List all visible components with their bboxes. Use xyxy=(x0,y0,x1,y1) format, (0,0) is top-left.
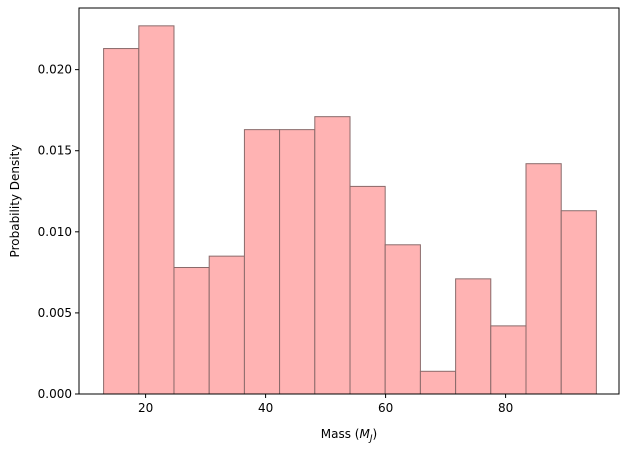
histogram-bar-4 xyxy=(208,255,245,395)
y-tick-label-0.020: 0.020 xyxy=(38,63,72,77)
x-tick-label-40: 40 xyxy=(258,401,273,415)
x-axis-ticks: 20 40 60 80 xyxy=(138,394,513,415)
y-axis-ticks: 0.000 0.005 0.010 0.015 0.020 xyxy=(38,63,79,401)
histogram-bar-14 xyxy=(560,210,597,395)
x-axis-label-main: Mass ( xyxy=(321,427,360,441)
x-tick-label-80: 80 xyxy=(498,401,513,415)
plot-frame xyxy=(78,7,620,395)
x-axis-label-unit: M xyxy=(360,427,371,441)
histogram-bar-13 xyxy=(525,163,562,395)
histogram-bar-9 xyxy=(384,244,421,395)
x-tick-label-20: 20 xyxy=(138,401,153,415)
histogram-bar-1 xyxy=(103,48,140,395)
x-tick-label-60: 60 xyxy=(378,401,393,415)
histogram-bar-7 xyxy=(314,116,351,395)
histogram-bar-2 xyxy=(138,25,175,395)
histogram-bar-11 xyxy=(455,278,492,395)
x-axis-label-unit-sub: J xyxy=(368,434,373,444)
bars-layer xyxy=(103,25,597,395)
histogram-bar-10 xyxy=(419,370,457,395)
x-axis-label: Mass (MJ) xyxy=(321,427,377,444)
histogram-bar-12 xyxy=(490,325,527,395)
y-tick-label-0.015: 0.015 xyxy=(38,144,72,158)
histogram-bar-6 xyxy=(279,129,316,395)
histogram-bar-5 xyxy=(243,129,281,395)
y-tick-label-0.005: 0.005 xyxy=(38,306,72,320)
histogram-bar-8 xyxy=(349,185,386,395)
y-tick-label-0.000: 0.000 xyxy=(38,387,72,401)
y-tick-label-0.010: 0.010 xyxy=(38,225,72,239)
histogram-bar-3 xyxy=(173,266,210,395)
x-axis-label-close: ) xyxy=(373,427,378,441)
y-axis-label: Probability Density xyxy=(8,145,22,258)
